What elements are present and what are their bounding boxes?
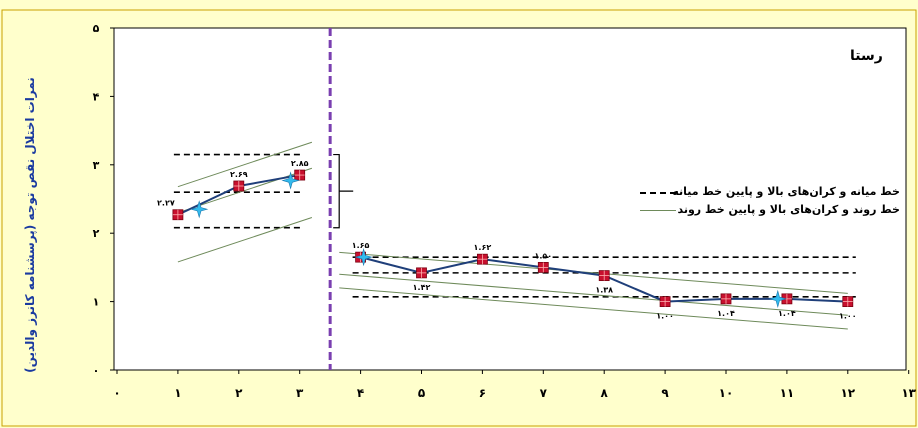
y-tick-label: ۴ [93, 90, 100, 103]
data-label: ۲.۶۹ [230, 170, 248, 179]
x-tick-label: ۸ [601, 386, 609, 400]
data-label: ۲.۲۷ [157, 199, 175, 208]
legend: خط میانه و کران‌های بالا و پایین خط میان… [640, 183, 900, 219]
y-axis-label: نمرات اختلال نقص توجه (پرسشنامه کانرز وا… [23, 77, 37, 373]
data-label: ۱.۰۰ [656, 312, 674, 321]
data-label: ۲.۸۵ [291, 159, 309, 168]
data-label: ۱.۵۰ [534, 251, 552, 260]
legend-dashed-swatch [640, 192, 676, 194]
y-tick-label: ۱ [93, 296, 100, 309]
x-tick-label: ۱۱ [780, 386, 795, 400]
legend-label-median: خط میانه و کران‌های بالا و پایین خط میان… [672, 185, 900, 198]
data-label: ۱.۰۰ [839, 312, 857, 321]
x-tick-label: ۱۰ [719, 386, 734, 400]
baseline-trend-lower [177, 216, 313, 263]
x-tick-label: ۱۳ [901, 386, 916, 400]
x-tick-label: ۱ [174, 386, 181, 400]
star-marker [354, 247, 373, 267]
top-strip [0, 0, 918, 10]
legend-entry-trend: خط روند و کران‌های بالا و پایین خط روند [640, 201, 900, 219]
x-tick-label: ۵ [418, 386, 425, 400]
phase-bracket [333, 153, 354, 229]
data-label: ۱.۰۴ [778, 309, 796, 318]
star-marker [190, 200, 209, 219]
baseline-trend-upper [177, 141, 313, 188]
star-marker [768, 289, 787, 309]
data-label: ۱.۰۴ [717, 309, 735, 318]
y-tick-label: ۳ [93, 159, 100, 172]
x-tick-label: ۹ [661, 386, 669, 400]
legend-label-trend: خط روند و کران‌های بالا و پایین خط روند [677, 203, 900, 216]
x-tick-label: ۳ [296, 386, 304, 400]
intervention-trend-lower [339, 287, 848, 330]
star-marker [281, 171, 300, 190]
data-label: ۱.۳۸ [595, 286, 613, 295]
x-tick-label: ۱۲ [840, 386, 855, 400]
x-tick-label: ۰ [113, 386, 120, 400]
x-tick-label: ۴ [357, 386, 364, 400]
y-tick-label: ۰ [93, 364, 100, 377]
legend-entry-median: خط میانه و کران‌های بالا و پایین خط میان… [640, 183, 900, 201]
legend-thin-swatch [640, 210, 676, 211]
x-tick-label: ۷ [540, 386, 548, 400]
data-label: ۱.۶۵ [352, 241, 370, 250]
y-tick-label: ۵ [93, 22, 100, 35]
chart-title: رستا [850, 48, 883, 64]
x-tick-label: ۶ [479, 386, 486, 400]
y-tick-label: ۲ [93, 227, 100, 240]
intervention-trend-upper [339, 251, 848, 294]
data-label: ۱.۶۲ [474, 243, 492, 252]
plot-area [113, 27, 907, 371]
data-label: ۱.۴۲ [413, 283, 431, 292]
x-tick-label: ۲ [235, 386, 243, 400]
intervention-trend-line [339, 273, 848, 316]
